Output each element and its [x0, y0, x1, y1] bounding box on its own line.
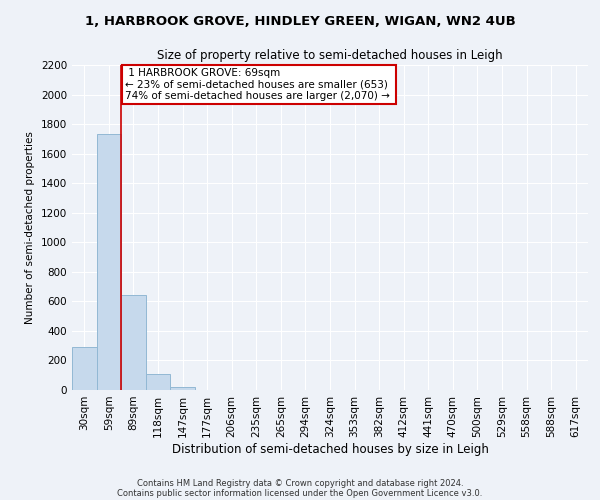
Text: 1, HARBROOK GROVE, HINDLEY GREEN, WIGAN, WN2 4UB: 1, HARBROOK GROVE, HINDLEY GREEN, WIGAN,…: [85, 15, 515, 28]
Text: Contains public sector information licensed under the Open Government Licence v3: Contains public sector information licen…: [118, 488, 482, 498]
Bar: [121, 296, 146, 390]
Bar: [72, 347, 97, 390]
Bar: [146, 374, 170, 390]
Title: Size of property relative to semi-detached houses in Leigh: Size of property relative to semi-detach…: [157, 50, 503, 62]
Bar: [170, 387, 195, 390]
Y-axis label: Number of semi-detached properties: Number of semi-detached properties: [25, 131, 35, 324]
Text: Contains HM Land Registry data © Crown copyright and database right 2024.: Contains HM Land Registry data © Crown c…: [137, 478, 463, 488]
Bar: [97, 134, 121, 390]
X-axis label: Distribution of semi-detached houses by size in Leigh: Distribution of semi-detached houses by …: [172, 442, 488, 456]
Text: 1 HARBROOK GROVE: 69sqm
← 23% of semi-detached houses are smaller (653)
74% of s: 1 HARBROOK GROVE: 69sqm ← 23% of semi-de…: [125, 68, 393, 101]
